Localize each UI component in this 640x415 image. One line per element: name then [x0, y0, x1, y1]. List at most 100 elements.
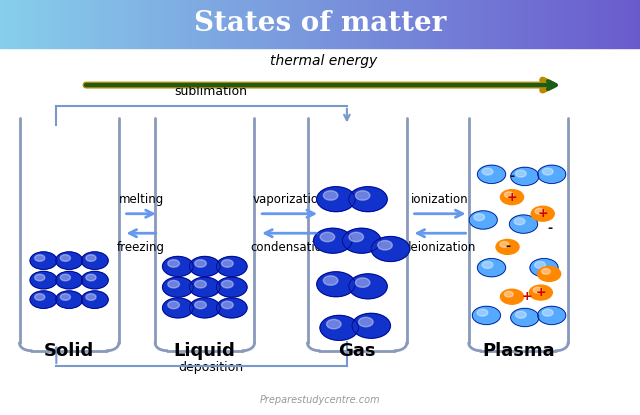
Bar: [283, 0, 288, 48]
Text: vaporization: vaporization: [253, 193, 326, 206]
Circle shape: [542, 168, 553, 175]
Circle shape: [317, 272, 355, 297]
Bar: [293, 0, 299, 48]
Bar: [507, 0, 512, 48]
Bar: [80, 0, 85, 48]
Bar: [363, 0, 368, 48]
Circle shape: [342, 228, 381, 253]
Bar: [117, 0, 123, 48]
Bar: [101, 0, 107, 48]
Bar: [576, 0, 581, 48]
Circle shape: [500, 242, 509, 247]
Bar: [491, 0, 496, 48]
Circle shape: [474, 214, 484, 221]
Circle shape: [477, 259, 506, 277]
Bar: [411, 0, 416, 48]
Circle shape: [529, 285, 552, 300]
Bar: [571, 0, 576, 48]
Bar: [107, 0, 112, 48]
Circle shape: [509, 215, 538, 233]
Bar: [309, 0, 315, 48]
Bar: [59, 0, 64, 48]
Bar: [37, 0, 43, 48]
Circle shape: [349, 232, 364, 242]
Bar: [448, 0, 453, 48]
Circle shape: [511, 167, 539, 186]
Bar: [85, 0, 91, 48]
Bar: [128, 0, 133, 48]
Circle shape: [216, 256, 247, 276]
Bar: [155, 0, 160, 48]
Bar: [469, 0, 475, 48]
Text: -: -: [505, 240, 510, 254]
Bar: [181, 0, 187, 48]
Bar: [539, 0, 544, 48]
Bar: [624, 0, 629, 48]
Bar: [91, 0, 96, 48]
Bar: [480, 0, 485, 48]
Bar: [560, 0, 565, 48]
Circle shape: [163, 277, 193, 297]
Circle shape: [355, 278, 370, 287]
Circle shape: [56, 291, 83, 308]
Bar: [405, 0, 411, 48]
Bar: [315, 0, 320, 48]
Text: States of matter: States of matter: [194, 10, 446, 37]
Bar: [475, 0, 480, 48]
Bar: [277, 0, 283, 48]
Bar: [21, 0, 27, 48]
Bar: [165, 0, 171, 48]
Circle shape: [482, 261, 493, 269]
Circle shape: [326, 320, 341, 329]
Bar: [27, 0, 32, 48]
Circle shape: [56, 271, 83, 289]
Circle shape: [538, 306, 566, 325]
Bar: [528, 0, 533, 48]
Bar: [32, 0, 37, 48]
Circle shape: [189, 256, 220, 276]
Bar: [341, 0, 347, 48]
Circle shape: [314, 228, 352, 253]
Circle shape: [511, 308, 539, 327]
Circle shape: [538, 266, 561, 281]
Circle shape: [163, 256, 193, 276]
Bar: [288, 0, 293, 48]
Bar: [389, 0, 395, 48]
Bar: [373, 0, 379, 48]
Bar: [368, 0, 373, 48]
Bar: [208, 0, 213, 48]
Circle shape: [533, 287, 542, 293]
Bar: [171, 0, 176, 48]
Circle shape: [168, 301, 179, 309]
Bar: [336, 0, 341, 48]
Bar: [229, 0, 235, 48]
Bar: [533, 0, 539, 48]
Bar: [613, 0, 619, 48]
Bar: [443, 0, 448, 48]
Circle shape: [195, 301, 206, 309]
Bar: [437, 0, 443, 48]
Bar: [464, 0, 469, 48]
Bar: [272, 0, 277, 48]
Circle shape: [168, 281, 179, 288]
Text: +: +: [538, 207, 548, 220]
Bar: [69, 0, 75, 48]
Circle shape: [35, 255, 45, 261]
Bar: [240, 0, 245, 48]
Bar: [608, 0, 613, 48]
Bar: [256, 0, 261, 48]
Circle shape: [352, 313, 390, 338]
Bar: [219, 0, 224, 48]
Circle shape: [358, 317, 373, 327]
Bar: [485, 0, 491, 48]
Bar: [245, 0, 251, 48]
Bar: [565, 0, 571, 48]
Circle shape: [168, 260, 179, 267]
Text: thermal energy: thermal energy: [269, 54, 377, 68]
Text: +: +: [507, 190, 517, 204]
Circle shape: [81, 252, 108, 269]
Bar: [267, 0, 272, 48]
Bar: [512, 0, 517, 48]
Bar: [555, 0, 560, 48]
Bar: [203, 0, 208, 48]
